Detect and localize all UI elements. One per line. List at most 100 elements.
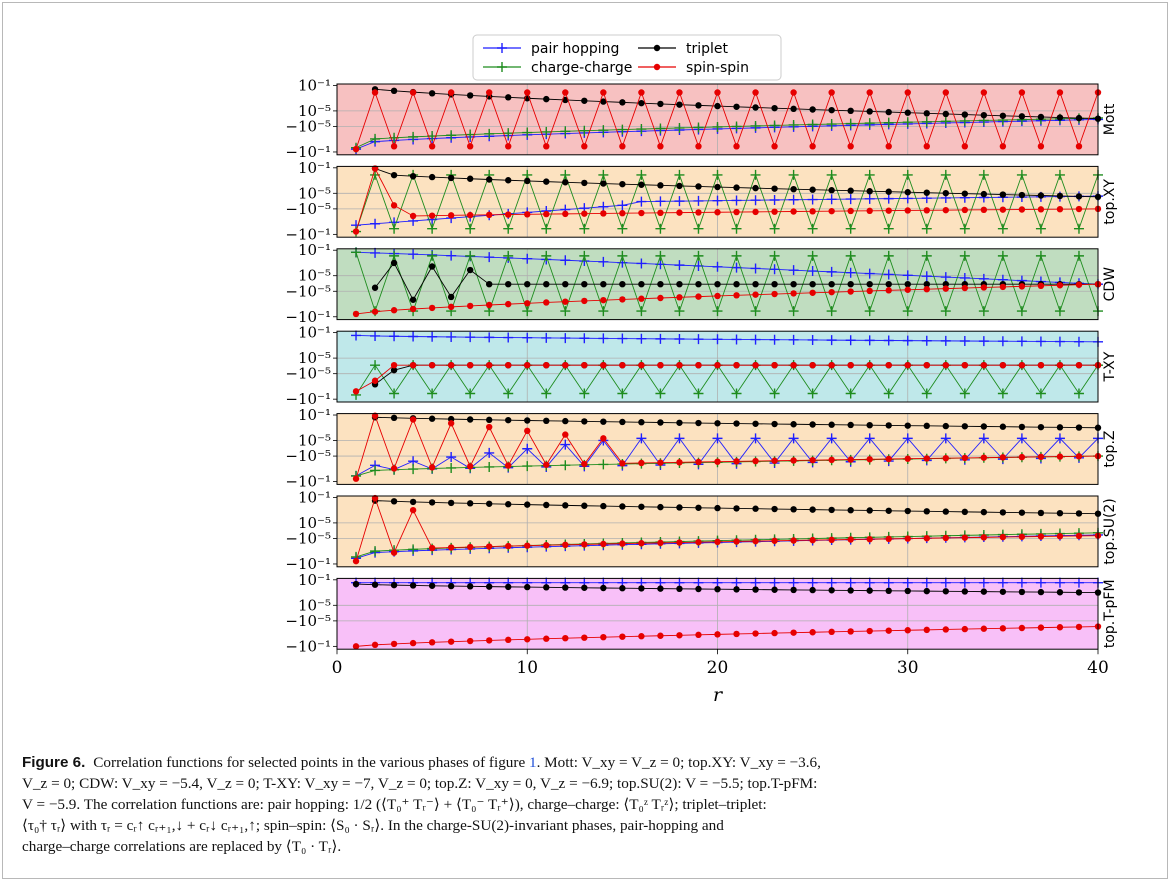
data-point [828, 187, 835, 194]
data-point [390, 259, 398, 267]
data-point [370, 546, 381, 557]
caption-line-3: V = −5.9. The correlation functions are:… [22, 796, 767, 813]
data-point [1037, 588, 1045, 596]
data-point [1018, 453, 1026, 461]
data-point [503, 388, 514, 399]
data-point [446, 331, 457, 342]
data-point [980, 508, 988, 516]
caption-figure-link[interactable]: 1 [528, 754, 537, 771]
data-point [809, 143, 816, 150]
data-point [657, 419, 664, 426]
data-point [655, 250, 666, 261]
data-point [883, 577, 894, 588]
legend-entry-charge-charge: charge-charge [483, 60, 632, 76]
data-point [997, 223, 1008, 234]
data-point [923, 361, 930, 369]
data-point [466, 500, 474, 507]
data-point [409, 582, 417, 589]
legend-label: triplet [686, 41, 729, 57]
data-point [980, 454, 988, 461]
data-point [524, 583, 531, 591]
data-point [466, 175, 474, 182]
data-point [904, 109, 911, 116]
data-point [904, 207, 911, 214]
data-point [371, 308, 379, 315]
data-point [864, 193, 875, 204]
data-point [752, 630, 759, 637]
data-point [486, 89, 493, 96]
data-point [505, 501, 512, 508]
data-point [674, 306, 685, 317]
data-point [390, 549, 398, 556]
data-point [657, 361, 664, 369]
data-point [447, 544, 455, 551]
data-point [999, 112, 1007, 119]
data-point [769, 334, 780, 345]
data-point [617, 223, 628, 234]
data-point [828, 456, 835, 464]
data-point [1075, 205, 1083, 213]
data-point [999, 206, 1007, 213]
data-point [657, 143, 664, 150]
data-point [486, 281, 493, 288]
data-point [733, 103, 740, 110]
data-point [524, 427, 531, 435]
data-point [1075, 281, 1083, 288]
data-point [428, 143, 436, 150]
series-line [355, 496, 1099, 562]
data-point [847, 587, 854, 594]
data-point [885, 507, 892, 514]
data-point [921, 271, 932, 282]
data-point [866, 281, 873, 288]
data-point [390, 366, 398, 374]
data-point [370, 330, 381, 341]
data-point [560, 460, 571, 471]
data-point [1056, 453, 1064, 460]
data-point [619, 460, 626, 467]
data-point [636, 124, 647, 135]
data-point [826, 433, 837, 444]
data-point [961, 111, 969, 118]
data-point [543, 417, 550, 425]
data-point [486, 637, 493, 644]
data-point [940, 116, 951, 127]
data-point [712, 334, 723, 345]
data-point [733, 420, 740, 427]
data-point [733, 292, 740, 299]
data-point [771, 281, 778, 288]
data-point [733, 630, 740, 638]
data-point [657, 100, 664, 108]
data-point [1018, 533, 1026, 540]
data-point [750, 263, 761, 274]
data-point [676, 504, 683, 511]
data-point [466, 266, 474, 274]
data-point [655, 196, 666, 207]
y-tick-label: 10⁻⁵ [298, 514, 331, 532]
data-point [619, 418, 626, 426]
data-point [522, 461, 533, 472]
y-tick-label: −10⁻⁵ [285, 282, 331, 300]
data-point [524, 417, 531, 424]
data-point [466, 302, 474, 310]
data-point [961, 284, 969, 292]
data-point [581, 541, 588, 548]
data-point [676, 182, 683, 190]
data-point [714, 102, 721, 110]
y-tick-label: 10⁻⁵ [298, 102, 331, 120]
data-point [731, 195, 742, 206]
data-point [447, 499, 455, 507]
data-point [978, 433, 989, 444]
data-point [999, 361, 1007, 369]
data-point [541, 388, 552, 399]
data-point [771, 505, 778, 513]
y-tick-label: 10⁻¹ [298, 571, 331, 589]
data-point [562, 634, 569, 642]
data-point [731, 388, 742, 399]
data-point [695, 102, 702, 109]
data-point [541, 250, 552, 261]
data-point [600, 540, 607, 548]
data-point [885, 587, 892, 595]
data-point [486, 543, 493, 550]
data-point [371, 165, 379, 172]
